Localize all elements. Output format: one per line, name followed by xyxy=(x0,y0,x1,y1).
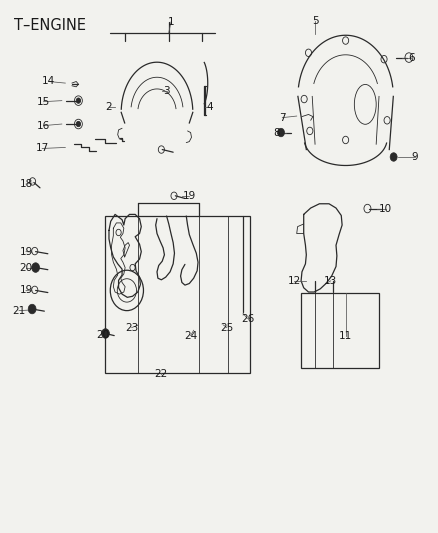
Text: 21: 21 xyxy=(12,305,26,316)
Text: 4: 4 xyxy=(206,102,213,112)
Text: 14: 14 xyxy=(42,77,55,86)
Text: 15: 15 xyxy=(37,96,50,107)
Text: 12: 12 xyxy=(287,276,301,286)
Bar xyxy=(106,216,250,373)
Circle shape xyxy=(76,122,81,127)
Text: 7: 7 xyxy=(279,112,286,123)
Circle shape xyxy=(278,128,285,137)
Text: 13: 13 xyxy=(324,276,337,286)
Text: 26: 26 xyxy=(241,313,254,324)
Text: 22: 22 xyxy=(155,369,168,379)
Text: 3: 3 xyxy=(163,86,170,96)
Text: 24: 24 xyxy=(184,330,197,341)
Text: 19: 19 xyxy=(19,247,33,256)
Text: 2: 2 xyxy=(106,102,112,112)
Text: 6: 6 xyxy=(408,53,414,62)
Text: T–ENGINE: T–ENGINE xyxy=(14,18,86,33)
Text: 18: 18 xyxy=(19,179,33,189)
Circle shape xyxy=(102,329,110,338)
Text: 23: 23 xyxy=(125,322,138,333)
Text: 10: 10 xyxy=(379,204,392,214)
Circle shape xyxy=(390,153,397,161)
Circle shape xyxy=(76,98,81,103)
Text: 17: 17 xyxy=(35,143,49,154)
Circle shape xyxy=(28,304,36,314)
Text: 25: 25 xyxy=(220,322,233,333)
Text: 5: 5 xyxy=(312,16,318,26)
Text: 16: 16 xyxy=(37,120,50,131)
Circle shape xyxy=(32,263,39,272)
Text: 9: 9 xyxy=(411,152,418,162)
Text: 20: 20 xyxy=(97,329,110,340)
Text: 11: 11 xyxy=(339,330,352,341)
Text: 1: 1 xyxy=(168,17,174,27)
Text: 19: 19 xyxy=(183,191,196,201)
Text: 20: 20 xyxy=(19,263,32,272)
Bar xyxy=(301,293,379,368)
Text: 19: 19 xyxy=(19,286,33,295)
Text: 8: 8 xyxy=(273,127,280,138)
